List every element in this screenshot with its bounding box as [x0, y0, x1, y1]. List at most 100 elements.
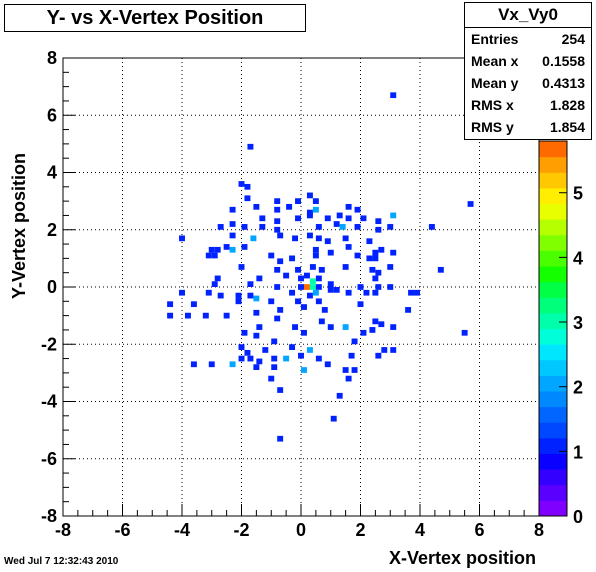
heatmap-cell	[318, 318, 325, 325]
heatmap-cell	[208, 246, 215, 253]
heatmap-cell	[357, 284, 364, 290]
heatmap-cell	[342, 324, 349, 330]
stats-box: Vx_Vy0 Entries 254 Mean x 0.1558 Mean y …	[464, 2, 592, 140]
heatmap-cell	[217, 224, 224, 230]
heatmap-cell	[375, 269, 382, 276]
heatmap-cell	[369, 266, 376, 273]
heatmap-cell	[327, 287, 334, 293]
y-tick-label: -4	[41, 392, 57, 412]
heatmap-cell	[414, 289, 420, 296]
z-tick-labels: 0 1 2 3 4 5	[573, 184, 583, 527]
heatmap-cell	[208, 361, 215, 368]
stats-row-mean-y: Mean y 0.4313	[465, 72, 591, 94]
z-tick-label: 3	[573, 313, 583, 333]
heatmap-cell	[229, 361, 236, 368]
palette-segment	[539, 391, 567, 408]
heatmap-cell	[366, 238, 373, 245]
heatmap-cell	[312, 206, 319, 213]
heatmap-cell	[324, 361, 331, 368]
heatmap-cell	[229, 246, 236, 253]
heatmap-cell	[372, 275, 379, 282]
heatmap-cell	[312, 246, 319, 253]
x-tick-label: 0	[296, 520, 306, 540]
z-tick-label: 5	[573, 184, 583, 204]
heatmap-cell	[428, 224, 435, 230]
heatmap-cell	[327, 249, 334, 256]
heatmap-cell	[289, 255, 296, 262]
palette-segment	[539, 328, 567, 345]
heatmap-cell	[238, 355, 245, 362]
heatmap-cell	[235, 292, 242, 299]
heatmap-cell	[244, 349, 251, 356]
stats-label: RMS y	[471, 119, 514, 135]
heatmap-cell	[247, 292, 254, 299]
heatmap-cell	[312, 198, 319, 204]
palette-segment	[539, 484, 567, 501]
palette-segment	[539, 359, 567, 376]
heatmap-cell	[179, 289, 185, 296]
heatmap-cell	[437, 266, 444, 273]
heatmap-cell	[345, 375, 352, 382]
heatmap-cell	[253, 332, 260, 339]
heatmap-cell	[467, 201, 474, 207]
heatmap-cell	[372, 289, 379, 296]
heatmap-cell	[298, 275, 304, 282]
x-tick-label: 6	[474, 520, 484, 540]
heatmap-cell	[306, 212, 313, 219]
x-tick-labels: -8 -6 -4 -2 0 2 4 6 8	[55, 520, 544, 540]
x-tick-label: 8	[534, 520, 544, 540]
heatmap-cell	[259, 224, 266, 230]
heatmap-cell	[390, 92, 397, 99]
heatmap-cell	[303, 284, 310, 290]
heatmap-cell	[274, 218, 281, 225]
y-tick-label: 0	[47, 277, 57, 297]
heatmap-cell	[268, 252, 275, 259]
heatmap-cell	[309, 264, 316, 270]
heatmap-cell	[309, 278, 316, 285]
palette-segment	[539, 172, 567, 189]
heatmap-cell	[271, 355, 278, 362]
heatmap-cell	[268, 298, 275, 305]
heatmap-cell	[289, 289, 296, 296]
heatmap-cell	[235, 298, 242, 305]
heatmap-cell	[366, 255, 373, 262]
heatmap-cell	[247, 281, 254, 287]
heatmap-cell	[372, 249, 379, 256]
heatmap-cell	[292, 235, 299, 242]
heatmap-cell	[387, 224, 394, 230]
heatmap-cell	[333, 287, 340, 293]
heatmap-cell	[247, 143, 254, 150]
axis-ticks	[62, 57, 540, 517]
heatmap-cell	[179, 235, 185, 242]
heatmap-cell	[342, 367, 349, 373]
heatmap-cell	[277, 435, 284, 442]
heatmap-cell	[247, 355, 254, 362]
heatmap-cell	[202, 312, 209, 319]
heatmap-cell	[378, 246, 385, 253]
heatmap-cell	[256, 324, 263, 330]
heatmap-cell	[244, 183, 251, 190]
heatmap-cell	[405, 307, 412, 313]
stats-value: 0.1558	[542, 53, 585, 69]
palette-segment	[539, 453, 567, 470]
heatmap-cell	[315, 284, 322, 290]
heatmap-cell	[205, 289, 212, 296]
heatmap-cell	[306, 347, 313, 353]
heatmap-cell	[375, 226, 382, 233]
heatmap-cell	[253, 309, 260, 316]
heatmap-cell	[351, 338, 358, 345]
heatmap-cell	[360, 215, 367, 222]
heatmap-cell	[298, 284, 304, 290]
heatmap-cell	[354, 224, 361, 230]
heatmap-cell	[241, 244, 248, 250]
heatmap-cell	[223, 312, 230, 319]
x-tick-label: -4	[174, 520, 190, 540]
heatmap-cell	[408, 289, 415, 296]
heatmap-cell	[354, 252, 361, 259]
heatmap-cell	[217, 292, 224, 299]
heatmap-cell	[253, 364, 260, 371]
x-tick-label: -2	[233, 520, 249, 540]
heatmap-cell	[327, 281, 334, 287]
z-tick-label: 1	[573, 442, 583, 462]
